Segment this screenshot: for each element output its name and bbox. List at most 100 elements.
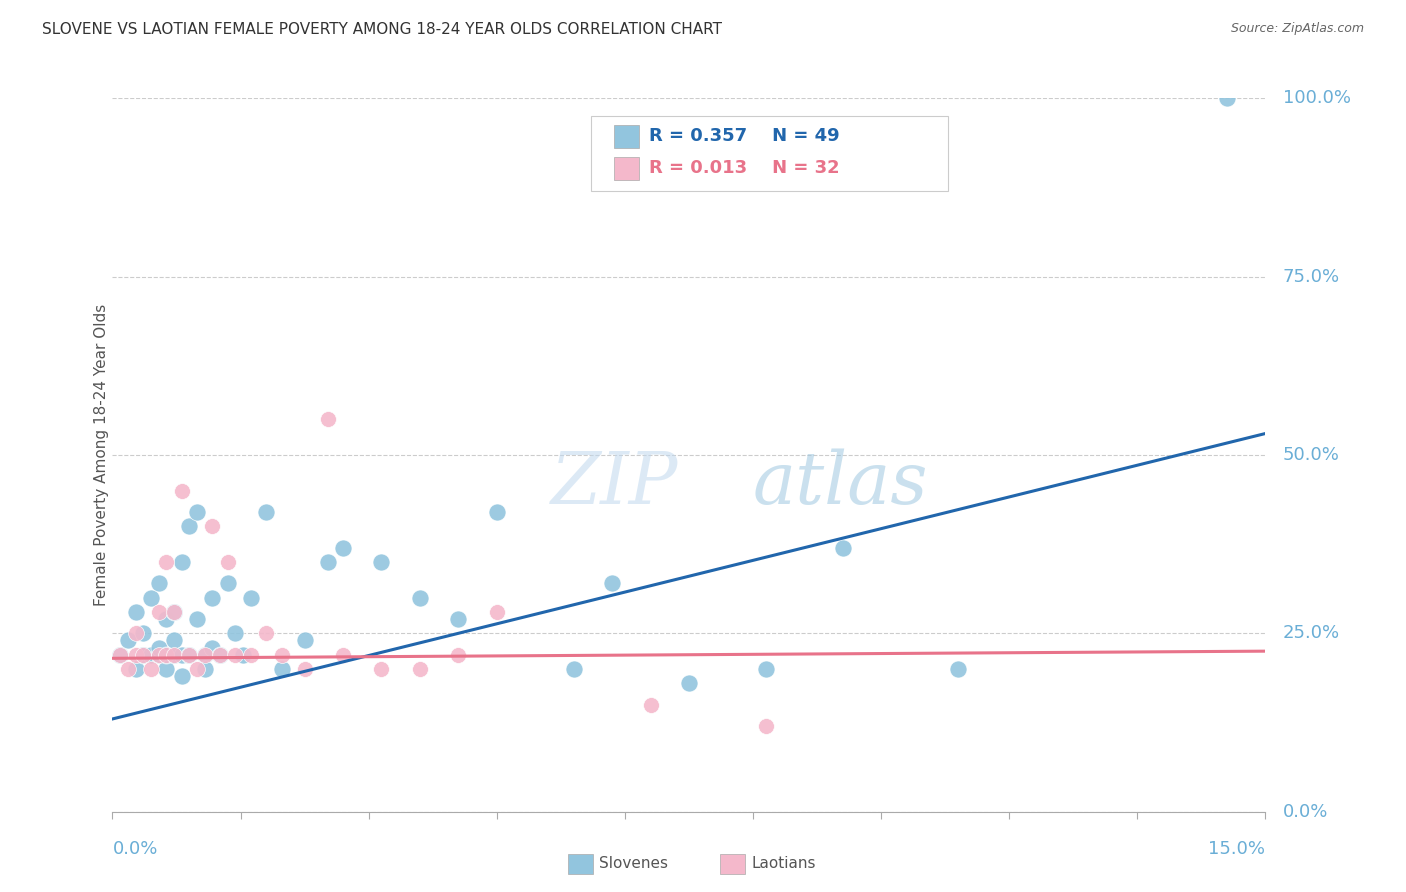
- Point: [294, 662, 316, 676]
- Text: SLOVENE VS LAOTIAN FEMALE POVERTY AMONG 18-24 YEAR OLDS CORRELATION CHART: SLOVENE VS LAOTIAN FEMALE POVERTY AMONG …: [42, 22, 723, 37]
- Point: [155, 612, 177, 626]
- Point: [124, 605, 146, 619]
- Point: [224, 626, 246, 640]
- Point: [562, 662, 585, 676]
- Text: 0.0%: 0.0%: [1282, 803, 1329, 821]
- Text: atlas: atlas: [752, 448, 928, 519]
- Point: [170, 648, 193, 662]
- Point: [946, 662, 969, 676]
- Point: [209, 648, 232, 662]
- Point: [201, 591, 224, 605]
- Point: [239, 648, 262, 662]
- FancyBboxPatch shape: [568, 854, 593, 874]
- Point: [124, 626, 146, 640]
- Point: [139, 662, 162, 676]
- Point: [124, 662, 146, 676]
- FancyBboxPatch shape: [591, 116, 948, 191]
- Point: [179, 648, 201, 662]
- Point: [108, 648, 131, 662]
- Point: [148, 605, 170, 619]
- Point: [139, 648, 162, 662]
- Text: 0.0%: 0.0%: [112, 840, 157, 858]
- Point: [179, 519, 201, 533]
- Point: [163, 633, 186, 648]
- Point: [163, 605, 186, 619]
- Text: 50.0%: 50.0%: [1282, 446, 1340, 464]
- Point: [217, 576, 239, 591]
- Point: [332, 541, 354, 555]
- Y-axis label: Female Poverty Among 18-24 Year Olds: Female Poverty Among 18-24 Year Olds: [94, 304, 108, 606]
- Text: 75.0%: 75.0%: [1282, 268, 1340, 285]
- Point: [370, 662, 392, 676]
- Point: [409, 662, 432, 676]
- Point: [139, 591, 162, 605]
- Point: [332, 648, 354, 662]
- Point: [170, 555, 193, 569]
- Point: [148, 648, 170, 662]
- Point: [316, 412, 339, 426]
- Point: [640, 698, 662, 712]
- Point: [239, 591, 262, 605]
- Point: [224, 648, 246, 662]
- Point: [124, 648, 146, 662]
- Point: [316, 555, 339, 569]
- Point: [201, 519, 224, 533]
- Text: Source: ZipAtlas.com: Source: ZipAtlas.com: [1230, 22, 1364, 36]
- Point: [186, 505, 208, 519]
- Point: [447, 612, 470, 626]
- Point: [179, 648, 201, 662]
- Text: 25.0%: 25.0%: [1282, 624, 1340, 642]
- Point: [209, 648, 232, 662]
- Point: [294, 633, 316, 648]
- Point: [148, 640, 170, 655]
- Point: [755, 662, 778, 676]
- Point: [163, 648, 186, 662]
- Point: [409, 591, 432, 605]
- Point: [117, 662, 139, 676]
- Point: [155, 648, 177, 662]
- Point: [678, 676, 700, 690]
- Point: [270, 662, 292, 676]
- Point: [194, 648, 217, 662]
- Point: [155, 648, 177, 662]
- Point: [194, 662, 217, 676]
- Point: [370, 555, 392, 569]
- Point: [148, 576, 170, 591]
- Point: [447, 648, 470, 662]
- Point: [108, 648, 131, 662]
- Point: [117, 633, 139, 648]
- Point: [755, 719, 778, 733]
- Point: [155, 662, 177, 676]
- Point: [163, 605, 186, 619]
- Point: [217, 555, 239, 569]
- Point: [254, 626, 277, 640]
- FancyBboxPatch shape: [614, 125, 640, 148]
- Point: [485, 505, 508, 519]
- Point: [201, 640, 224, 655]
- Point: [148, 648, 170, 662]
- Point: [186, 612, 208, 626]
- Point: [485, 605, 508, 619]
- Text: 15.0%: 15.0%: [1208, 840, 1265, 858]
- Point: [254, 505, 277, 519]
- Point: [132, 626, 155, 640]
- Point: [132, 648, 155, 662]
- Text: Slovenes: Slovenes: [599, 856, 668, 871]
- Point: [163, 648, 186, 662]
- Text: R = 0.357    N = 49: R = 0.357 N = 49: [648, 127, 839, 145]
- Point: [170, 483, 193, 498]
- Point: [1216, 91, 1239, 105]
- Point: [600, 576, 623, 591]
- Point: [132, 648, 155, 662]
- Point: [194, 648, 217, 662]
- Text: R = 0.013    N = 32: R = 0.013 N = 32: [648, 159, 839, 177]
- FancyBboxPatch shape: [720, 854, 745, 874]
- Text: 100.0%: 100.0%: [1282, 89, 1351, 107]
- Point: [186, 662, 208, 676]
- Point: [270, 648, 292, 662]
- Text: ZIP: ZIP: [551, 448, 678, 519]
- FancyBboxPatch shape: [614, 157, 640, 180]
- Point: [831, 541, 853, 555]
- Point: [170, 669, 193, 683]
- Text: Laotians: Laotians: [751, 856, 815, 871]
